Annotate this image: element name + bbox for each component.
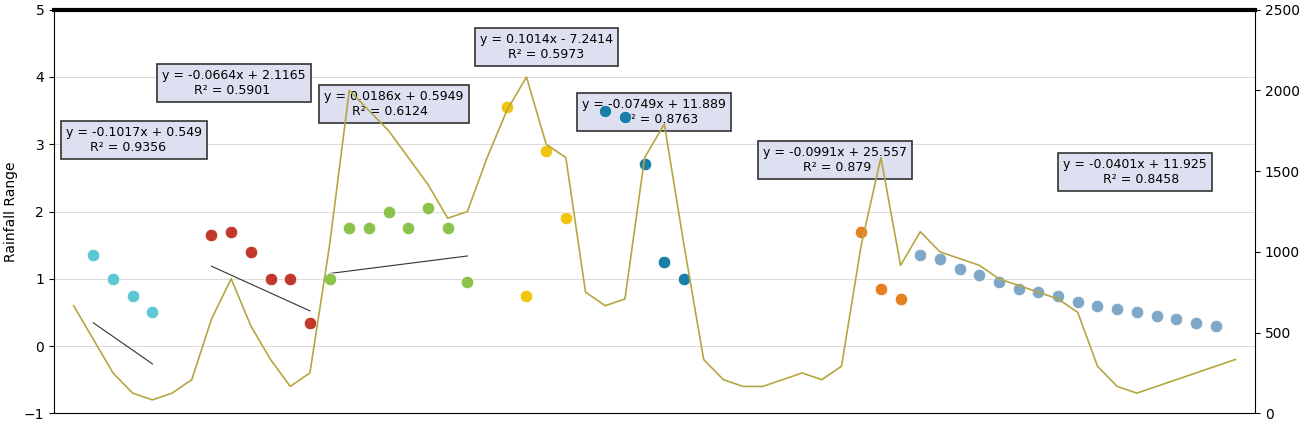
Text: y = -0.0749x + 11.889
          R² = 0.8763: y = -0.0749x + 11.889 R² = 0.8763 — [583, 98, 726, 126]
Point — [398, 225, 419, 232]
Point — [516, 292, 537, 299]
Point — [850, 228, 871, 235]
Point — [123, 292, 143, 299]
Point — [1008, 285, 1029, 292]
Point — [949, 265, 970, 272]
Point — [556, 215, 576, 222]
Point — [1068, 299, 1089, 306]
Point — [1146, 312, 1167, 319]
Point — [339, 225, 360, 232]
Text: y = 0.0186x + 0.5949
       R² = 0.6124: y = 0.0186x + 0.5949 R² = 0.6124 — [325, 89, 463, 118]
Point — [674, 275, 695, 282]
Y-axis label: Rainfall Range: Rainfall Range — [4, 161, 18, 262]
Point — [969, 272, 990, 279]
Point — [653, 259, 674, 265]
Point — [536, 147, 557, 154]
Point — [614, 114, 635, 121]
Point — [988, 279, 1009, 285]
Text: y = -0.0991x + 25.557
          R² = 0.879: y = -0.0991x + 25.557 R² = 0.879 — [763, 146, 906, 174]
Point — [1205, 322, 1226, 329]
Point — [437, 225, 458, 232]
Point — [83, 252, 104, 259]
Point — [220, 228, 241, 235]
Point — [1088, 302, 1108, 309]
Point — [634, 161, 655, 168]
Point — [891, 296, 911, 302]
Point — [201, 232, 222, 239]
Point — [456, 279, 477, 285]
Point — [280, 275, 301, 282]
Text: y = 0.1014x - 7.2414
       R² = 0.5973: y = 0.1014x - 7.2414 R² = 0.5973 — [480, 33, 613, 61]
Point — [300, 319, 321, 326]
Point — [910, 252, 931, 259]
Point — [1028, 289, 1048, 296]
Text: y = -0.1017x + 0.549
      R² = 0.9356: y = -0.1017x + 0.549 R² = 0.9356 — [67, 126, 202, 154]
Point — [417, 205, 438, 212]
Point — [1127, 309, 1148, 316]
Text: y = -0.0664x + 2.1165
        R² = 0.5901: y = -0.0664x + 2.1165 R² = 0.5901 — [162, 69, 305, 98]
Point — [142, 309, 163, 316]
Point — [1166, 316, 1187, 322]
Point — [240, 248, 261, 255]
Point — [103, 275, 124, 282]
Point — [930, 255, 951, 262]
Point — [259, 275, 280, 282]
Point — [378, 208, 399, 215]
Point — [359, 225, 379, 232]
Point — [1047, 292, 1068, 299]
Point — [871, 285, 892, 292]
Point — [595, 107, 615, 114]
Text: y = -0.0401x + 11.925
          R² = 0.8458: y = -0.0401x + 11.925 R² = 0.8458 — [1063, 158, 1206, 186]
Point — [1185, 319, 1206, 326]
Point — [1107, 305, 1128, 312]
Point — [319, 275, 340, 282]
Point — [497, 104, 518, 111]
